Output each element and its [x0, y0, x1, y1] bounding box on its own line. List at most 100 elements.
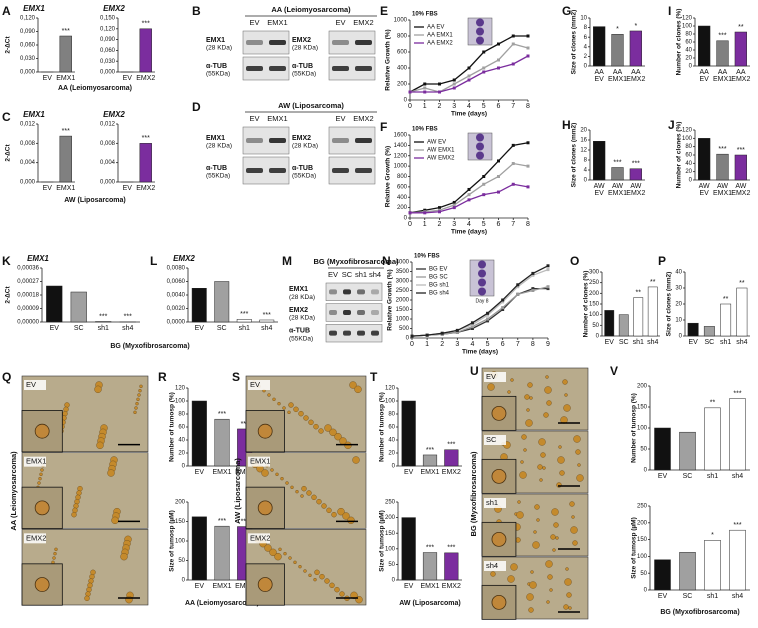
lane-label: EV	[335, 114, 345, 123]
inset-dish	[478, 278, 486, 287]
blot-band	[355, 66, 372, 71]
y-tick-label: 20	[675, 302, 682, 308]
sphere	[563, 404, 571, 412]
y-tick-label: 0	[644, 468, 648, 474]
sphere	[553, 522, 559, 528]
point	[425, 333, 429, 337]
x-tick-label: 8	[526, 103, 530, 110]
sphere	[300, 494, 304, 498]
sphere	[288, 556, 292, 560]
x-tick-label: sh4	[732, 473, 743, 480]
point	[482, 66, 486, 70]
x-tick-label: EMX2	[136, 185, 155, 192]
sphere	[293, 560, 297, 565]
sphere	[313, 423, 319, 430]
significance: ***	[241, 421, 249, 428]
x-tick-label: AW EMX2	[731, 183, 750, 197]
y-tick-label: 200	[397, 82, 408, 88]
row-label: EV	[26, 380, 36, 389]
sphere	[545, 375, 549, 379]
bar	[236, 319, 252, 323]
bar	[698, 25, 711, 67]
x-tick-label: EV	[43, 185, 53, 192]
sphere	[316, 498, 322, 505]
row-label: EV	[250, 380, 260, 389]
x-tick-label: 5	[486, 341, 490, 348]
blot-size: (28 KDa)	[206, 143, 232, 150]
y-tick-label: 0	[584, 64, 588, 70]
blot-size: (28 KDa)	[292, 143, 318, 150]
y-axis-label: 2-ΔCt	[5, 36, 12, 54]
micrograph-group-label: AW (Liposarcoma)	[233, 458, 242, 524]
y-tick-label: 0,060	[100, 48, 116, 54]
sphere	[523, 448, 527, 452]
y-tick-label: 0	[584, 178, 588, 184]
x-tick-label: EV	[123, 185, 133, 192]
y-tick-label: 0,00018	[17, 293, 39, 299]
point	[410, 334, 414, 338]
panel-letter: H	[562, 118, 571, 132]
y-tick-label: 100	[637, 554, 648, 560]
y-tick-label: 60	[388, 425, 395, 431]
panel-letter: B	[192, 4, 201, 18]
x-tick-label: 2	[438, 103, 442, 110]
x-tick-label: 5	[482, 103, 486, 110]
x-tick-label: EV	[195, 583, 205, 590]
x-tick-label: sh1	[707, 473, 718, 480]
y-tick-label: 6	[584, 35, 588, 41]
blot-size: (55KDa)	[292, 173, 316, 180]
x-tick-label: AW EV	[699, 183, 710, 197]
y-tick-label: 60	[685, 153, 692, 159]
sphere	[334, 586, 340, 593]
x-tick-label: 6	[497, 103, 501, 110]
sphere	[337, 507, 345, 516]
x-tick-label: SC	[619, 339, 629, 346]
y-tick-label: 0,0000	[167, 320, 186, 326]
y-tick-label: 20	[388, 451, 395, 457]
significance: ***	[426, 447, 434, 454]
sphere	[490, 571, 496, 577]
legend-label: AW EMX2	[427, 156, 455, 162]
x-tick-label: EV	[50, 325, 60, 332]
y-tick-label: 0,120	[100, 26, 116, 32]
bar	[444, 449, 459, 467]
y-tick-label: 100	[175, 539, 186, 545]
panel-letter: C	[2, 110, 11, 124]
y-tick-label: 250	[637, 504, 648, 510]
sphere	[528, 607, 534, 613]
y-axis-label: Relative Growth (%)	[387, 269, 394, 330]
legend-label: AA EV	[427, 25, 444, 31]
point	[482, 175, 486, 178]
point	[482, 193, 486, 197]
bar	[736, 287, 748, 337]
x-tick-label: EMX2	[235, 583, 254, 590]
x-tick-label: SC	[217, 325, 227, 332]
point	[501, 308, 505, 311]
sphere	[290, 485, 294, 490]
blot-label: EMX1	[289, 286, 308, 293]
y-tick-label: 0,000	[20, 180, 36, 186]
bar	[191, 400, 207, 467]
x-tick-label: EV	[658, 473, 668, 480]
legend-label: BG EV	[429, 267, 447, 273]
point	[423, 90, 427, 94]
sphere	[308, 419, 314, 426]
blot-size: (55KDa)	[292, 71, 316, 78]
row-label-bg	[248, 456, 270, 467]
bar	[734, 31, 747, 67]
x-tick-label: EV	[658, 593, 668, 600]
y-tick-label: 0,012	[100, 122, 116, 128]
sphere	[293, 406, 299, 413]
y-tick-label: 50	[388, 562, 395, 568]
bar	[703, 326, 715, 337]
y-tick-label: 60	[178, 425, 185, 431]
sphere	[526, 593, 534, 601]
x-tick-label: sh4	[122, 325, 133, 332]
y-tick-label: 0	[392, 464, 396, 470]
sphere	[559, 470, 565, 476]
sphere	[37, 481, 41, 485]
significance: ***	[218, 411, 226, 418]
blot-size: (28 KDa)	[206, 45, 232, 52]
sphere	[283, 551, 287, 556]
blot-band	[343, 289, 351, 295]
